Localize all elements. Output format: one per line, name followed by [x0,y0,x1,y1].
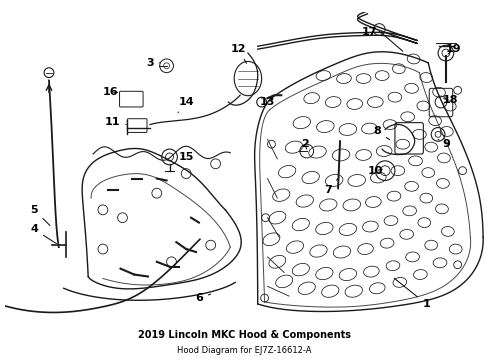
Text: 9: 9 [437,139,449,149]
Text: 15: 15 [178,152,193,162]
Text: 14: 14 [178,97,194,113]
Text: Hood Diagram for EJ7Z-16612-A: Hood Diagram for EJ7Z-16612-A [177,346,311,355]
Text: 17: 17 [361,27,376,36]
Text: 10: 10 [367,166,382,176]
Text: 3: 3 [146,58,160,68]
Text: 12: 12 [230,44,246,63]
Text: 7: 7 [324,179,337,195]
Text: 2019 Lincoln MKC Hood & Components: 2019 Lincoln MKC Hood & Components [138,330,350,340]
Text: 11: 11 [105,117,126,127]
Text: 13: 13 [259,97,275,107]
Text: 5: 5 [30,205,50,225]
Text: 1: 1 [393,278,429,309]
Text: 4: 4 [30,225,56,244]
Text: 2: 2 [300,139,308,149]
Text: 19: 19 [445,44,461,54]
Text: 18: 18 [442,95,458,105]
Text: 16: 16 [102,87,118,97]
Text: 6: 6 [195,293,210,303]
Text: 8: 8 [373,126,389,140]
